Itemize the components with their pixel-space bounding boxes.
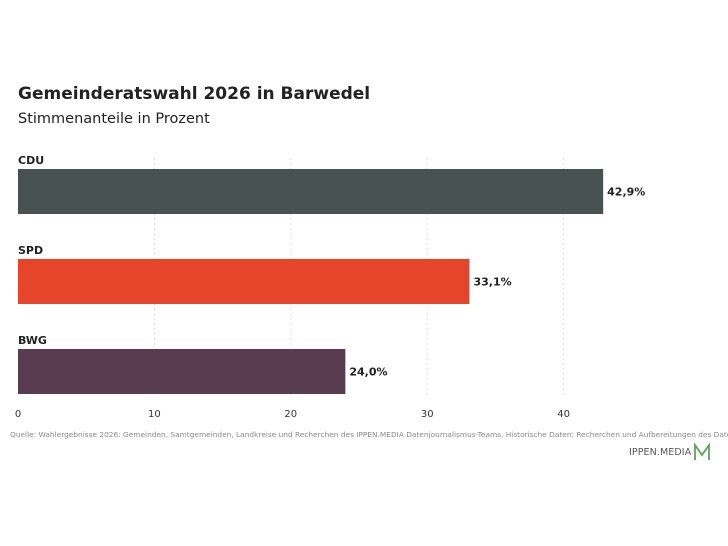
x-tick-label-10: 10 [148, 409, 161, 420]
bar-bwg [18, 349, 346, 394]
chart-subtitle: Stimmenanteile in Prozent [18, 111, 210, 127]
x-tick-label-40: 40 [557, 409, 570, 420]
brand-m-icon [694, 443, 711, 460]
bar-spd [18, 259, 470, 304]
source-note: Quelle: Wahlergebnisse 2026: Gemeinden, … [10, 430, 728, 439]
x-tick-label-0: 0 [15, 409, 21, 420]
bar-chart: CDU 42,9% SPD 33,1% BWG 24,0% 0 10 20 30 40 [15, 154, 646, 420]
category-label-cdu: CDU [18, 154, 44, 167]
value-label-bwg: 24,0% [349, 366, 387, 379]
brand-name: IPPEN.MEDIA [629, 446, 692, 458]
bar-cdu [18, 169, 604, 214]
brand-logo: IPPEN.MEDIA [629, 443, 711, 461]
category-label-spd: SPD [18, 244, 43, 257]
x-tick-label-20: 20 [284, 409, 297, 420]
chart-title: Gemeinderatswahl 2026 in Barwedel [18, 84, 371, 104]
value-label-spd: 33,1% [473, 276, 511, 289]
value-label-cdu: 42,9% [607, 186, 645, 199]
category-label-bwg: BWG [18, 334, 47, 347]
x-tick-label-30: 30 [421, 409, 434, 420]
